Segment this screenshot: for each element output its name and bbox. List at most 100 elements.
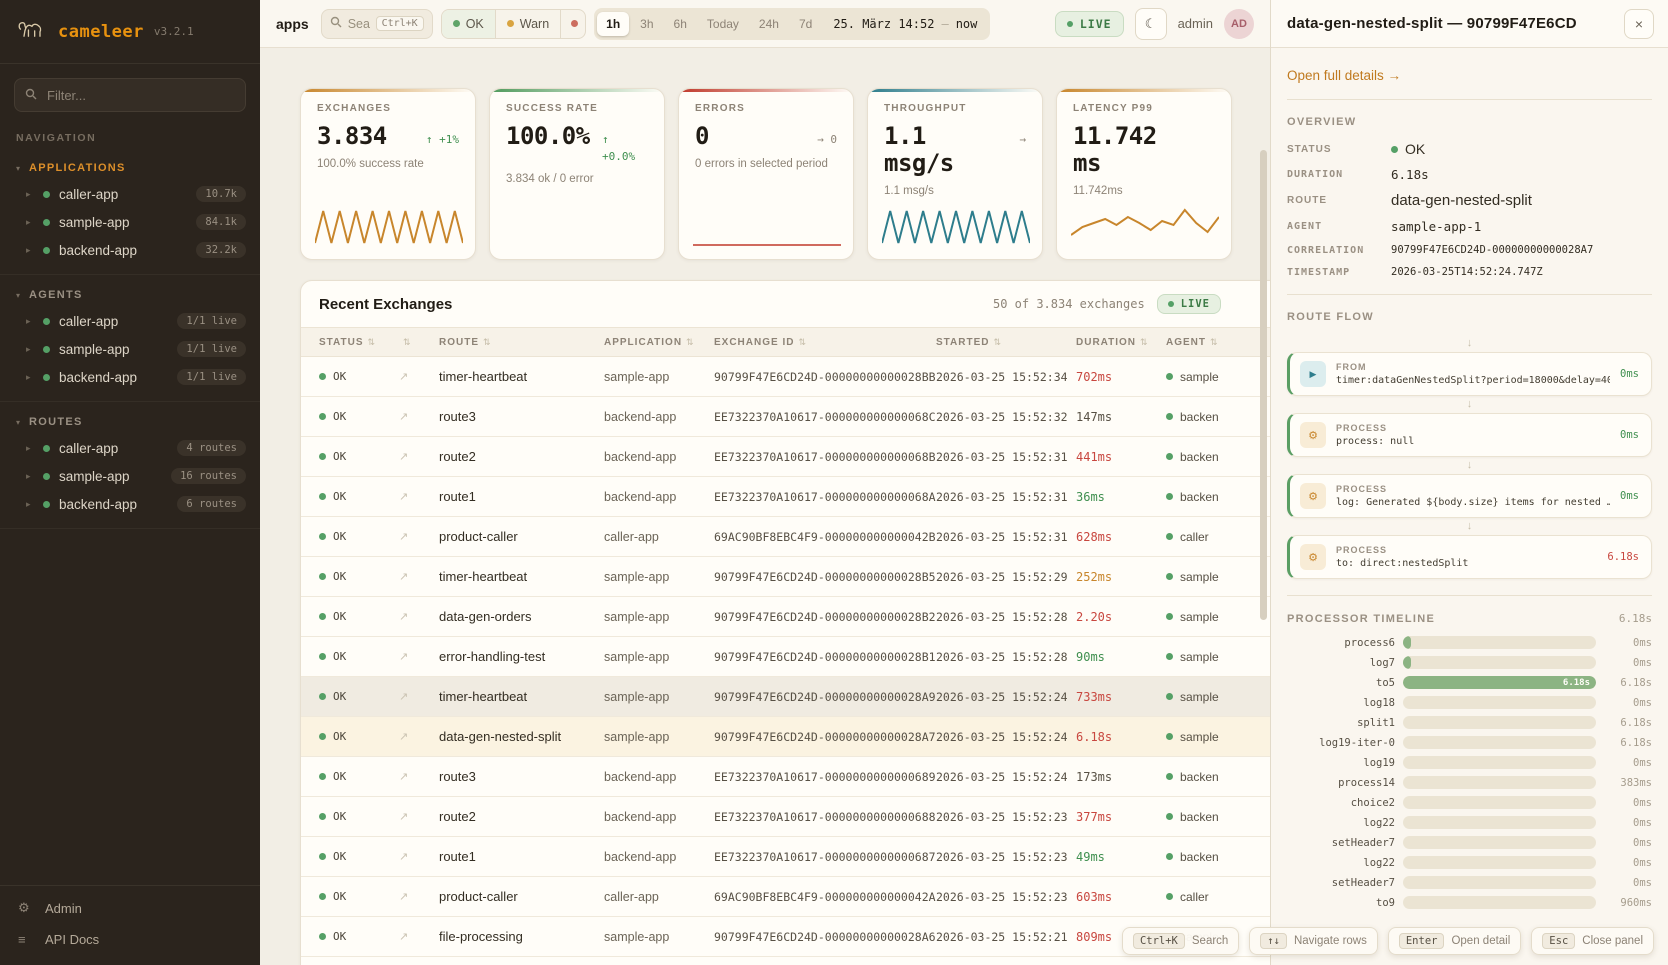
processor-duration: 0ms <box>1633 696 1652 709</box>
column-header[interactable]: AGENT ⇅ <box>1166 337 1270 348</box>
kpi-label: THROUGHPUT <box>884 103 967 114</box>
trend-arrow-icon: ↗ <box>399 531 409 543</box>
keyboard-hint: ↑↓ Navigate rows <box>1249 927 1378 955</box>
table-row[interactable]: OK ↗ route2 backend-app EE7322370A10617-… <box>301 797 1270 837</box>
time-range-button[interactable]: 7d <box>798 16 813 31</box>
application-cell: backend-app <box>604 769 677 784</box>
theme-toggle-button[interactable]: ☾ <box>1134 7 1167 40</box>
timeline-track <box>1403 636 1596 649</box>
sidebar-item[interactable]: ▸ backend-app 32.2k <box>0 236 260 264</box>
sidebar-item-label: backend-app <box>59 496 138 512</box>
divider <box>1287 595 1652 596</box>
avatar[interactable]: AD <box>1224 8 1254 39</box>
column-header[interactable]: APPLICATION ⇅ <box>604 337 714 348</box>
scrollbar-thumb[interactable] <box>1260 150 1267 620</box>
time-range-button[interactable]: 24h <box>758 16 779 31</box>
sidebar-item[interactable]: ▸ backend-app 6 routes <box>0 490 260 518</box>
sidebar-section-header[interactable]: ▾ AGENTS <box>0 283 260 307</box>
application-cell: sample-app <box>604 689 670 704</box>
table-row[interactable]: OK ↗ route3 backend-app EE7322370A10617-… <box>301 757 1270 797</box>
column-label: STARTED <box>936 336 990 348</box>
date-range[interactable]: 25. März 14:52 — now <box>823 17 987 31</box>
sidebar-item[interactable]: ▸ sample-app 16 routes <box>0 462 260 490</box>
table-row[interactable]: OK ↗ route1 backend-app EE7322370A10617-… <box>301 837 1270 877</box>
status-filter-segment[interactable]: Warn <box>496 9 562 38</box>
time-range-button[interactable]: 6h <box>673 16 687 31</box>
column-label: ROUTE <box>439 336 479 348</box>
route-flow-step[interactable]: ⚙ PROCESS log: Generated ${body.size} it… <box>1287 474 1652 518</box>
open-full-details-link[interactable]: Open full details → <box>1287 68 1402 83</box>
sidebar-footer-item[interactable]: ≡ API Docs <box>18 932 242 947</box>
sidebar-item[interactable]: ▸ caller-app 1/1 live <box>0 307 260 335</box>
step-definition: timer:dataGenNestedSplit?period=18000&de… <box>1336 375 1611 386</box>
sidebar-item[interactable]: ▸ caller-app 4 routes <box>0 434 260 462</box>
status-filter-segment[interactable]: E <box>561 10 585 38</box>
sidebar-section-header[interactable]: ▾ ROUTES <box>0 410 260 434</box>
table-row[interactable]: OK ↗ route1 backend-app EE7322370A10617-… <box>301 477 1270 517</box>
overview-key: AGENT <box>1287 221 1323 232</box>
sidebar-filter[interactable] <box>14 78 246 112</box>
column-header[interactable]: EXCHANGE ID ⇅ <box>714 337 936 348</box>
status-filter-segment[interactable]: OK <box>441 9 496 38</box>
chevron-right-icon: ▸ <box>26 315 31 326</box>
column-header[interactable]: STARTED ⇅ <box>936 337 1076 348</box>
sidebar-footer-item[interactable]: ⚙ Admin <box>18 900 242 916</box>
sidebar-section-label: ROUTES <box>29 416 83 428</box>
close-button[interactable]: × <box>1624 8 1654 39</box>
kpi-value: 1.1 msg/s <box>884 122 954 177</box>
table-row[interactable]: OK ↗ timer-heartbeat sample-app 90799F47… <box>301 677 1270 717</box>
status-label: OK <box>333 690 347 703</box>
sidebar-item-label: caller-app <box>59 313 119 329</box>
trend-arrow-icon: ↗ <box>399 571 409 583</box>
sidebar-item[interactable]: ▸ caller-app 10.7k <box>0 180 260 208</box>
trend-arrow-icon: ↗ <box>399 891 409 903</box>
table-row[interactable]: OK ↗ data-gen-orders sample-app 90799F47… <box>301 597 1270 637</box>
live-badge[interactable]: LIVE <box>1054 10 1124 37</box>
sidebar-item[interactable]: ▸ backend-app 1/1 live <box>0 363 260 391</box>
table-row[interactable]: OK ↗ timer-heartbeat sample-app 90799F47… <box>301 557 1270 597</box>
app-version: v3.2.1 <box>153 25 194 38</box>
timeline-bar-label: 6.18s <box>1562 677 1590 688</box>
time-range-button[interactable]: Today <box>706 16 739 31</box>
time-range-button[interactable]: 3h <box>640 16 654 31</box>
column-header[interactable]: ⇅ <box>399 337 439 348</box>
table-row[interactable]: OK ↗ data-gen-nested-split sample-app 90… <box>301 717 1270 757</box>
kpi-row: EXCHANGES 3.834 ↑ +1% 100.0% success rat… <box>300 88 1270 260</box>
kpi-accent-bar <box>679 89 853 92</box>
kpi-card: SUCCESS RATE 100.0% ↑ +0.0% 3.834 ok / 0… <box>489 88 665 260</box>
table-row[interactable]: OK ↗ product-caller caller-app 69AC90BF8… <box>301 877 1270 917</box>
time-range-button[interactable]: 1h <box>597 11 630 36</box>
table-row[interactable]: OK ↗ route2 backend-app EE7322370A10617-… <box>301 437 1270 477</box>
overview-value: data-gen-nested-split <box>1391 192 1532 209</box>
route-flow-step[interactable]: ▶ FROM timer:dataGenNestedSplit?period=1… <box>1287 352 1652 396</box>
route-flow-step[interactable]: ⚙ PROCESS process: null 0ms <box>1287 413 1652 457</box>
sort-icon: ⇅ <box>483 336 492 347</box>
application-cell: sample-app <box>604 609 670 624</box>
exchange-id-cell: 90799F47E6CD24D-00000000000028A6 <box>714 929 936 944</box>
sidebar-item[interactable]: ▸ sample-app 84.1k <box>0 208 260 236</box>
column-header[interactable]: ROUTE ⇅ <box>439 337 604 348</box>
timeline-row: to5 6.18s 6.18s <box>1287 676 1652 689</box>
application-cell: caller-app <box>604 529 659 544</box>
started-cell: 2026-03-25 15:52:31 <box>936 449 1068 464</box>
search-box[interactable]: Sea... Ctrl+K <box>320 8 433 39</box>
column-header[interactable]: DURATION ⇅ <box>1076 337 1166 348</box>
sidebar-filter-input[interactable] <box>45 86 235 104</box>
footer-item-icon: ⚙ <box>18 900 30 915</box>
kpi-delta: ↑ +0.0% <box>602 133 636 163</box>
table-row[interactable]: OK ↗ product-caller caller-app 69AC90BF8… <box>301 517 1270 557</box>
step-definition: to: direct:nestedSplit <box>1336 558 1469 569</box>
sidebar-item[interactable]: ▸ sample-app 1/1 live <box>0 335 260 363</box>
table-row[interactable]: OK ↗ timer-heartbeat sample-app 90799F47… <box>301 357 1270 397</box>
exchange-id-cell: EE7322370A10617-0000000000000687 <box>714 849 936 864</box>
table-row[interactable]: OK ↗ error-handling-test sample-app 9079… <box>301 637 1270 677</box>
started-cell: 2026-03-25 15:52:28 <box>936 609 1068 624</box>
sidebar-section-header[interactable]: ▾ APPLICATIONS <box>0 156 260 180</box>
table-row[interactable]: OK ↗ route3 backend-app EE7322370A10617-… <box>301 397 1270 437</box>
processor-duration: 0ms <box>1633 856 1652 869</box>
route-flow-step[interactable]: ⚙ PROCESS to: direct:nestedSplit 6.18s <box>1287 535 1652 579</box>
hint-kbd: Enter <box>1398 933 1445 949</box>
overview-section-label: OVERVIEW <box>1287 116 1357 128</box>
application-cell: sample-app <box>604 929 670 944</box>
column-header[interactable]: STATUS ⇅ <box>319 337 399 348</box>
